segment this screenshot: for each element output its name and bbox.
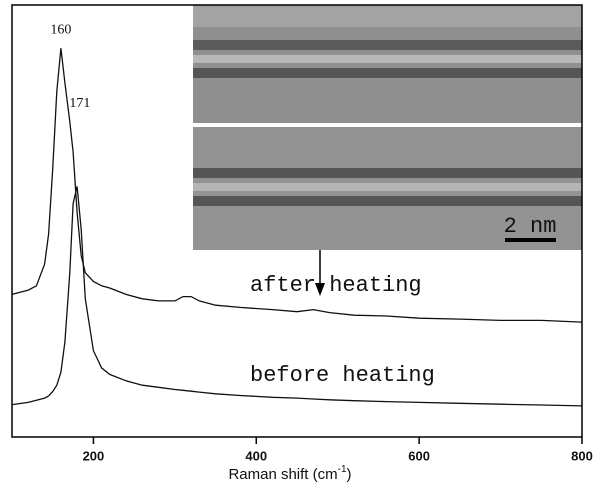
x-tick-label: 800: [571, 448, 593, 463]
peak-label: 160: [50, 22, 71, 37]
scale-bar-label: 2 nm: [504, 214, 557, 239]
x-tick-label: 400: [245, 448, 267, 463]
x-axis-label: Raman shift (cm-1): [228, 464, 351, 483]
plot-frame: [11, 4, 583, 438]
x-tick-label: 200: [83, 448, 105, 463]
series-label: before heating: [250, 363, 435, 388]
series-line: [11, 48, 583, 323]
inset-images: 2 nm: [193, 5, 582, 250]
x-axis-label-text: Raman shift (cm: [228, 466, 337, 483]
x-tick-label: 600: [408, 448, 430, 463]
x-axis-label-end: ): [347, 466, 352, 483]
x-axis-label-sup: -1: [338, 464, 347, 475]
series-line: [11, 186, 583, 407]
arrow: [315, 250, 325, 296]
peak-label: 171: [69, 96, 90, 111]
series-label: after heating: [250, 273, 422, 298]
